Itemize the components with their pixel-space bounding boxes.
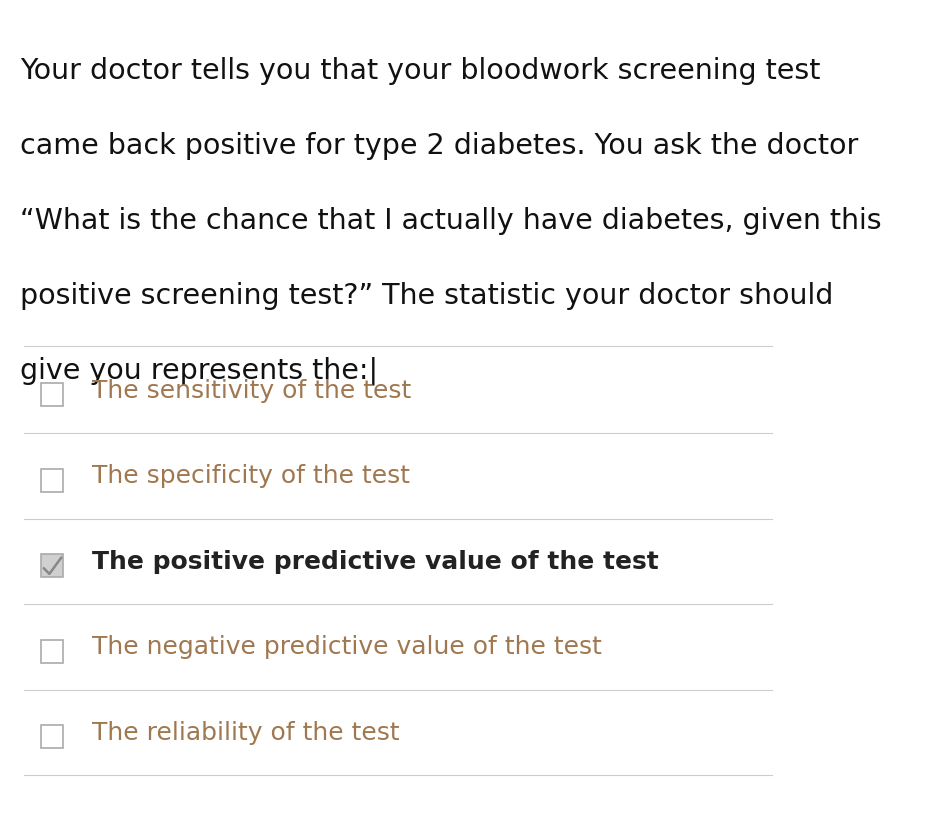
FancyBboxPatch shape [41,554,63,577]
Text: The reliability of the test: The reliability of the test [92,720,399,745]
FancyBboxPatch shape [41,383,63,406]
Text: The specificity of the test: The specificity of the test [92,464,410,488]
Text: “What is the chance that I actually have diabetes, given this: “What is the chance that I actually have… [20,207,882,234]
FancyBboxPatch shape [41,725,63,748]
Text: The negative predictive value of the test: The negative predictive value of the tes… [92,635,601,659]
Text: give you represents the:|: give you represents the:| [20,357,378,385]
Text: positive screening test?” The statistic your doctor should: positive screening test?” The statistic … [20,282,834,309]
Text: The positive predictive value of the test: The positive predictive value of the tes… [92,549,658,574]
Text: came back positive for type 2 diabetes. You ask the doctor: came back positive for type 2 diabetes. … [20,132,858,160]
FancyBboxPatch shape [41,640,63,663]
Text: Your doctor tells you that your bloodwork screening test: Your doctor tells you that your bloodwor… [20,57,820,85]
Text: The sensitivity of the test: The sensitivity of the test [92,379,411,403]
FancyBboxPatch shape [41,469,63,492]
